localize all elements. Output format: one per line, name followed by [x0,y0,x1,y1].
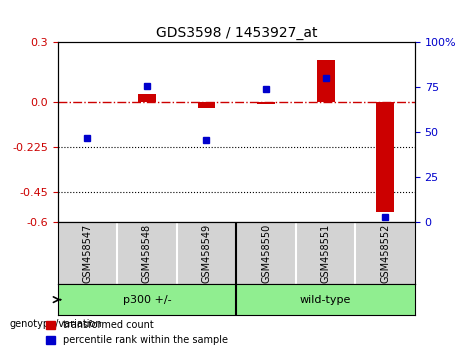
Text: GSM458548: GSM458548 [142,224,152,283]
Bar [138,95,156,102]
Text: GSM458550: GSM458550 [261,224,271,283]
Text: GSM458551: GSM458551 [320,224,331,283]
Bar [376,102,394,212]
Text: p300 +/-: p300 +/- [123,295,171,305]
Legend: transformed count, percentile rank within the sample: transformed count, percentile rank withi… [42,316,232,349]
Text: GSM458549: GSM458549 [201,224,212,283]
Bar [58,284,236,315]
Text: genotype/variation: genotype/variation [9,319,102,329]
Text: GSM458552: GSM458552 [380,224,390,283]
Text: wild-type: wild-type [300,295,351,305]
Bar [198,102,215,108]
Bar [236,284,415,315]
Text: GSM458547: GSM458547 [83,224,92,283]
Bar [317,61,335,102]
Bar [257,102,275,104]
Title: GDS3598 / 1453927_at: GDS3598 / 1453927_at [155,26,317,40]
